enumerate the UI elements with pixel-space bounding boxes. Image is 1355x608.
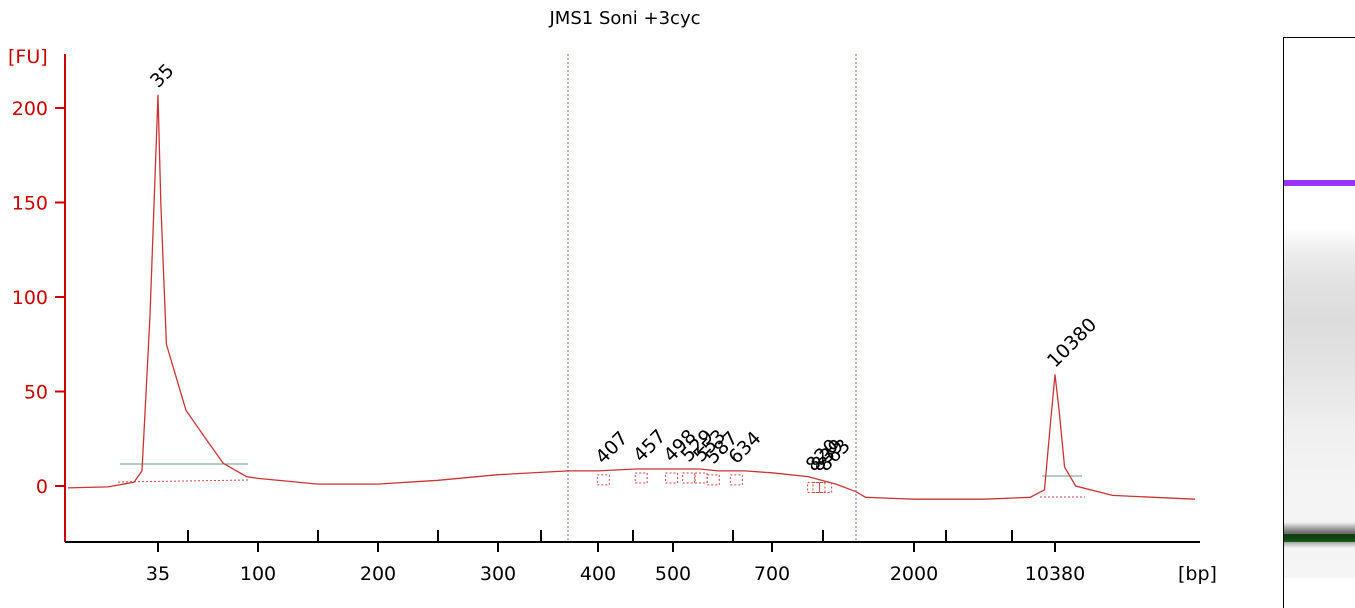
x-tick-label: 10380 [1025, 563, 1085, 585]
peak-label: 407 [591, 427, 632, 468]
upper-marker-band [1284, 180, 1355, 186]
peak-integration-box [819, 481, 833, 493]
chart-title: JMS1 Soni +3cyc [549, 8, 701, 29]
x-tick-label: 35 [146, 563, 170, 585]
lower-marker-dotted-baseline [117, 479, 251, 483]
peak-integration-box [665, 472, 679, 484]
y-tick-label: 200 [12, 98, 48, 120]
x-axis-unit: [bp] [1178, 563, 1217, 585]
y-tick-label: 150 [12, 193, 48, 215]
x-tick-label: 700 [754, 563, 790, 585]
x-tick-label: 100 [240, 563, 276, 585]
y-tick-label: 50 [24, 382, 48, 404]
gel-smear [1284, 38, 1355, 578]
peak-integration-box [682, 472, 696, 484]
peak-label: 10380 [1043, 314, 1101, 372]
electropherogram-trace [67, 94, 1196, 500]
gel-image-lane [1283, 37, 1355, 608]
y-tick-label: 0 [36, 476, 48, 498]
peak-integration-box [807, 481, 821, 493]
peak-integration-box [596, 474, 610, 486]
peak-integration-box [694, 472, 708, 484]
x-tick-label: 200 [360, 563, 396, 585]
lower-marker-shadow [1284, 522, 1355, 548]
peak-integration-box [706, 474, 720, 486]
peak-label: 35 [146, 60, 179, 93]
peak-integration-box [812, 481, 826, 493]
peak-integration-box [634, 472, 648, 484]
x-tick-label: 300 [480, 563, 516, 585]
peak-integration-box [729, 474, 743, 486]
x-tick-label: 400 [580, 563, 616, 585]
x-tick-label: 2000 [890, 563, 938, 585]
electropherogram-chart: JMS1 Soni +3cyc [FU] [bp] 0 50 100 150 200 3… [8, 8, 1217, 585]
y-axis-unit: [FU] [8, 46, 48, 68]
x-tick-label: 500 [655, 563, 691, 585]
y-tick-label: 100 [12, 287, 48, 309]
